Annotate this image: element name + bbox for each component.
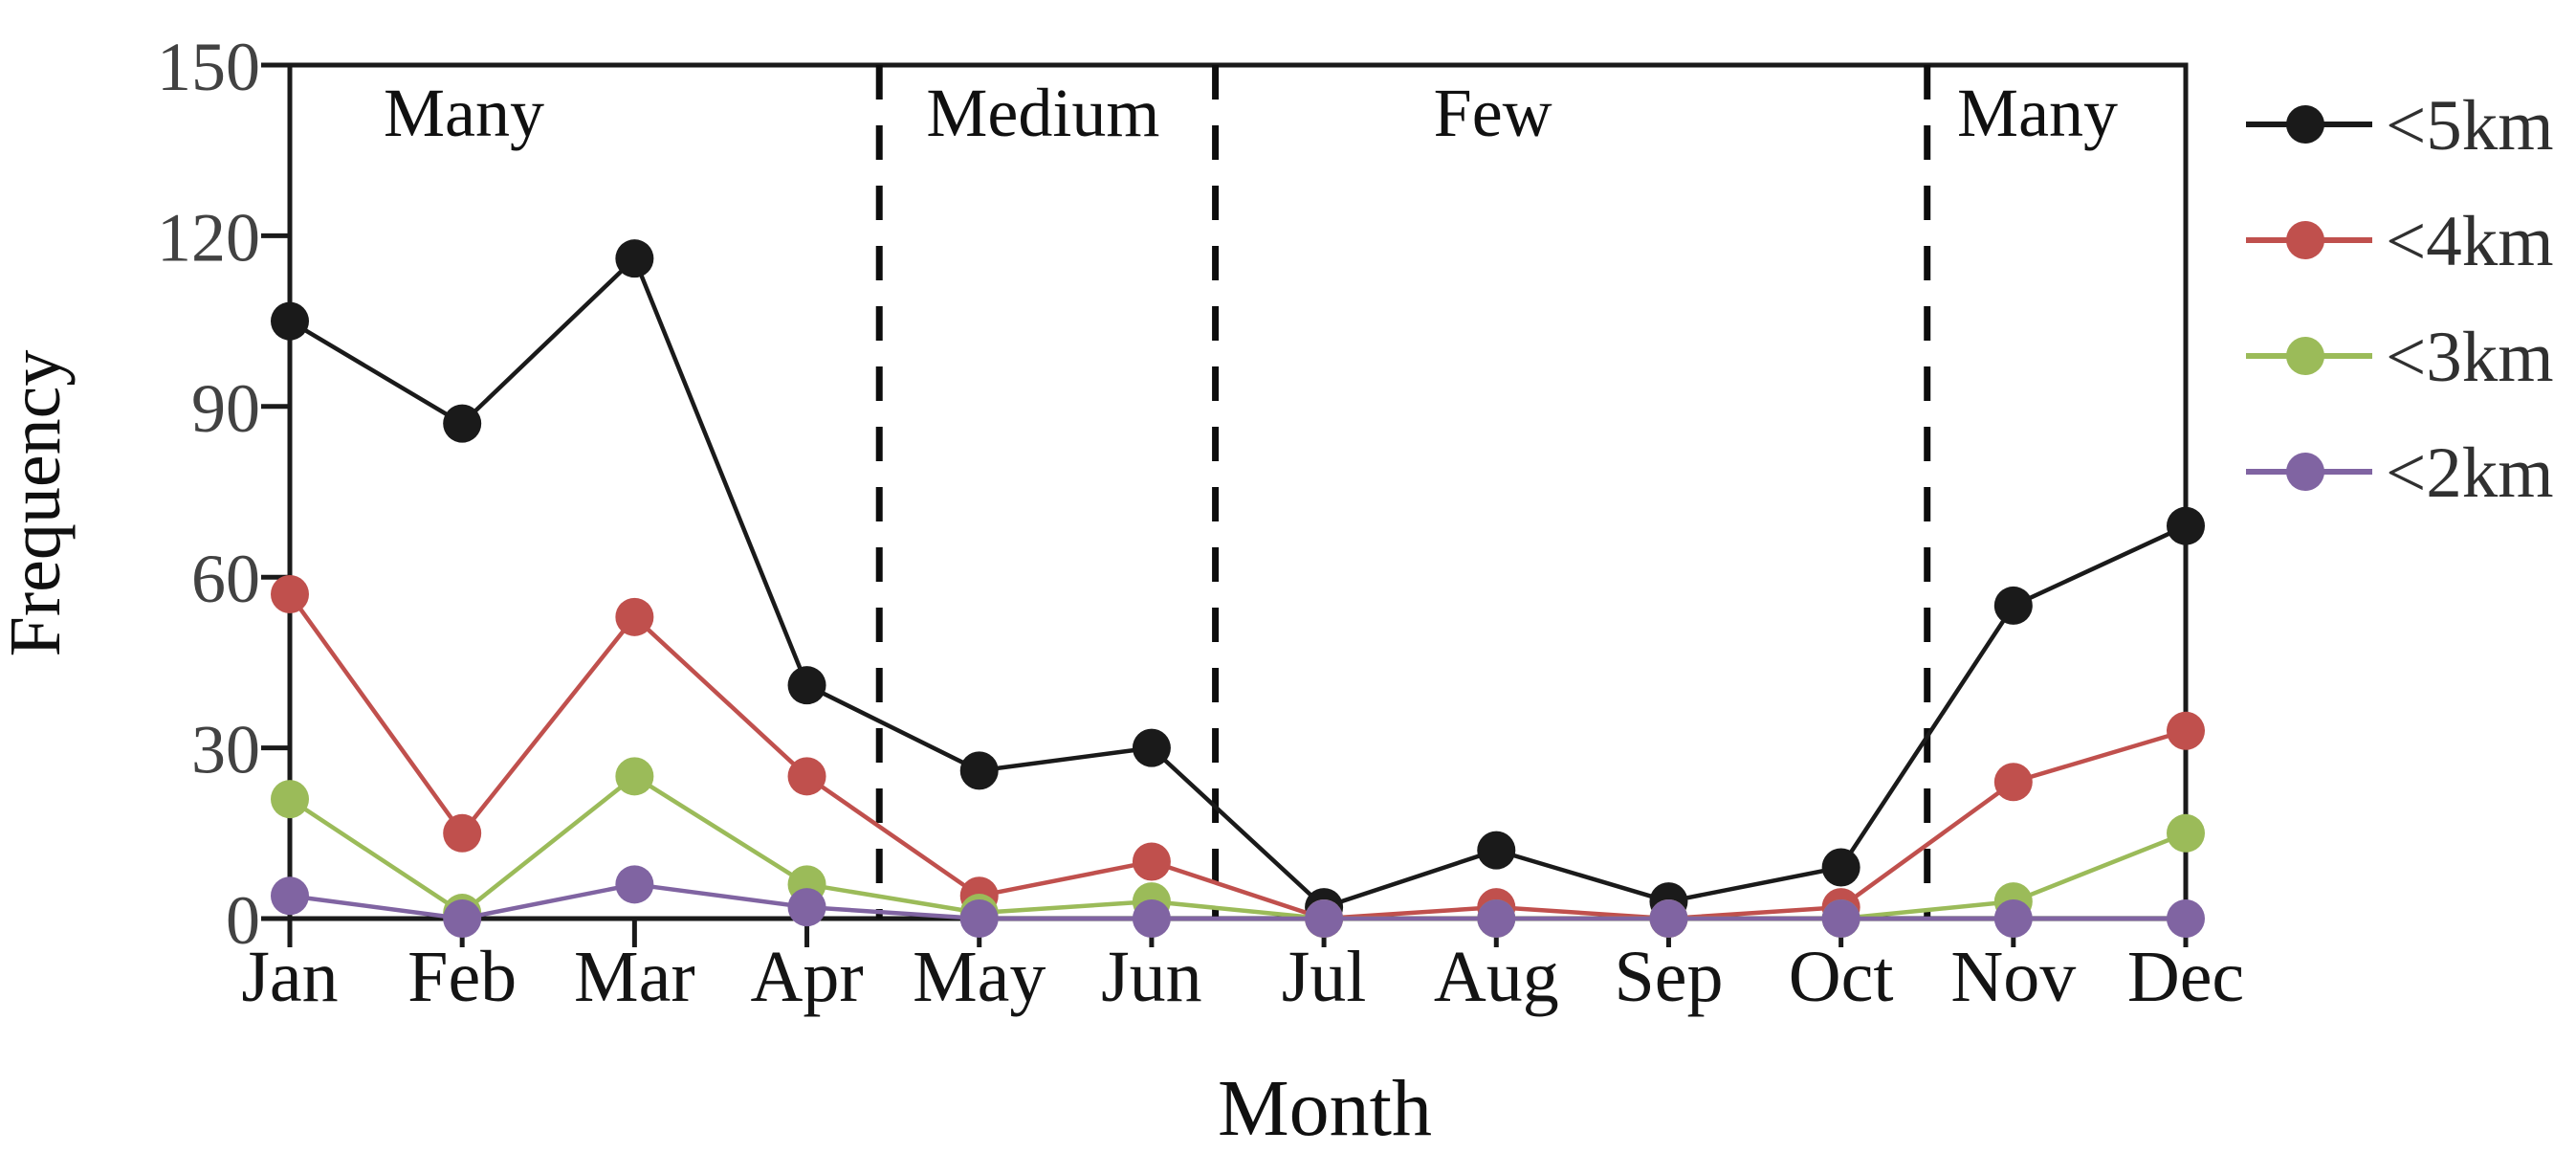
data-point-<5km-dec — [2167, 506, 2205, 545]
data-point-<2km-nov — [1993, 899, 2033, 938]
x-tick-label-jun: Jun — [1101, 937, 1202, 1017]
data-point-<2km-dec — [2167, 899, 2205, 938]
data-point-<2km-feb — [443, 899, 482, 938]
x-tick-label-may: May — [913, 937, 1046, 1017]
data-point-<4km-jun — [1132, 842, 1171, 881]
y-tick-label: 120 — [157, 199, 260, 276]
data-point-<2km-mar — [615, 865, 654, 904]
x-tick-label-jan: Jan — [241, 937, 338, 1017]
data-point-<5km-nov — [1993, 586, 2033, 625]
legend-marker-<4km — [2286, 221, 2324, 259]
data-point-<5km-jan — [271, 301, 309, 341]
data-point-<2km-jan — [271, 876, 309, 916]
x-tick-label-jul: Jul — [1282, 937, 1367, 1017]
x-tick-label-mar: Mar — [574, 937, 695, 1017]
legend-marker-<5km — [2286, 105, 2324, 144]
data-point-<4km-mar — [615, 597, 654, 636]
legend-marker-<3km — [2286, 337, 2324, 375]
legend-label-<4km: <4km — [2386, 202, 2554, 281]
data-point-<5km-jun — [1132, 728, 1171, 767]
legend-label-<5km: <5km — [2386, 86, 2554, 166]
legend-label-<2km: <2km — [2386, 433, 2554, 513]
y-tick-label: 60 — [191, 541, 260, 617]
plot-frame — [287, 62, 2189, 921]
data-point-<3km-mar — [615, 757, 654, 796]
data-point-<5km-feb — [443, 404, 482, 443]
series-line-<5km — [288, 255, 2187, 910]
x-tick-label-feb: Feb — [407, 937, 517, 1017]
x-tick-label-oct: Oct — [1789, 937, 1894, 1017]
y-tick-label: 90 — [191, 370, 260, 447]
data-point-<2km-oct — [1821, 899, 1860, 938]
data-point-<4km-jan — [271, 575, 309, 614]
region-label-many: Many — [1957, 75, 2118, 151]
data-point-<2km-jun — [1132, 899, 1171, 938]
data-point-<4km-feb — [443, 813, 482, 853]
data-point-<2km-sep — [1649, 899, 1688, 938]
data-point-<5km-apr — [787, 666, 826, 705]
legend-marker-<2km — [2286, 453, 2324, 491]
data-point-<3km-jan — [271, 780, 309, 819]
region-label-few: Few — [1434, 75, 1552, 151]
data-point-<5km-aug — [1477, 831, 1516, 870]
legend-label-<3km: <3km — [2386, 318, 2554, 397]
series-line-<2km — [289, 882, 2186, 921]
y-tick-label: 150 — [157, 29, 260, 105]
data-point-<3km-dec — [2167, 813, 2205, 853]
data-point-<5km-may — [959, 751, 999, 790]
x-tick-label-apr: Apr — [750, 937, 863, 1017]
x-axis-title: Month — [1218, 1064, 1432, 1153]
data-point-<2km-may — [959, 899, 999, 938]
region-label-many: Many — [384, 75, 544, 151]
data-point-<2km-jul — [1305, 899, 1344, 938]
series-line-<3km — [288, 774, 2187, 921]
region-label-medium: Medium — [926, 75, 1159, 151]
y-tick-label: 30 — [191, 712, 260, 788]
data-point-<2km-aug — [1477, 899, 1516, 938]
x-tick-label-dec: Dec — [2127, 937, 2244, 1017]
series-line-<4km — [288, 592, 2187, 921]
x-tick-label-aug: Aug — [1434, 937, 1559, 1017]
data-point-<5km-oct — [1821, 848, 1860, 887]
data-point-<4km-nov — [1993, 763, 2033, 802]
data-point-<5km-mar — [615, 239, 654, 278]
y-axis-title: Frequency — [0, 350, 76, 657]
plot-area: Frequency Month — [0, 350, 1432, 1153]
x-tick-label-nov: Nov — [1950, 937, 2076, 1017]
data-point-<2km-apr — [787, 888, 826, 927]
data-point-<4km-dec — [2167, 711, 2205, 750]
y-tick-label: 0 — [226, 882, 260, 959]
data-point-<4km-apr — [787, 757, 826, 796]
x-tick-label-sep: Sep — [1614, 937, 1723, 1017]
